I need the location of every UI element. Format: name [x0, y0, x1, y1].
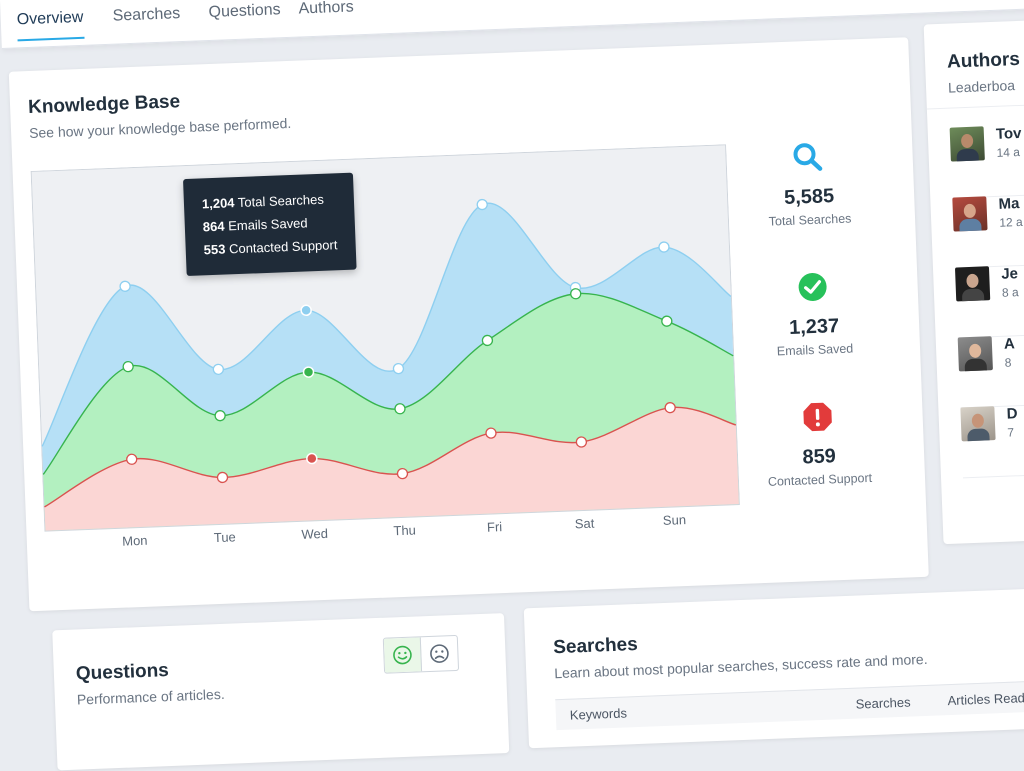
x-tick-label: Tue — [214, 529, 236, 545]
stat-value: 1,237 — [788, 315, 840, 339]
positive-filter-button[interactable] — [383, 637, 423, 673]
knowledge-base-card: Knowledge Base See how your knowledge ba… — [8, 37, 929, 612]
x-tick-label: Thu — [393, 522, 416, 538]
kb-stats: 5,585 Total Searches 1,237 Emails Saved … — [747, 139, 882, 533]
author-name: Ma — [998, 195, 1020, 213]
kb-chart-svg: Mon Tue Wed Thu Fri Sat Sun — [30, 144, 740, 549]
questions-card: Questions Performance of articles. — [52, 613, 510, 771]
author-name: A — [1003, 335, 1016, 353]
data-point[interactable] — [570, 288, 582, 300]
author-meta: 8 a — [1001, 285, 1019, 300]
searches-card: Searches Learn about most popular search… — [523, 586, 1024, 749]
smile-icon — [393, 645, 412, 665]
data-point[interactable] — [119, 280, 131, 292]
line-series-1 — [42, 292, 734, 475]
column-articles-read[interactable]: Articles Read — [947, 690, 1024, 709]
frown-icon — [430, 644, 449, 663]
column-searches[interactable]: Searches — [855, 694, 911, 712]
data-point[interactable] — [664, 402, 676, 414]
avatar — [960, 406, 996, 442]
stat-label: Total Searches — [768, 211, 852, 229]
stat-label: Contacted Support — [767, 470, 873, 489]
avatar — [949, 126, 985, 162]
negative-filter-button[interactable] — [421, 636, 458, 671]
data-point[interactable] — [302, 366, 315, 378]
tab-searches[interactable]: Searches — [112, 5, 181, 25]
data-point[interactable] — [485, 427, 497, 439]
stat-contacted-support: 859 Contacted Support — [757, 399, 880, 490]
searches-table-header: Keywords Searches Articles Read — [555, 679, 1024, 731]
kb-title: Knowledge Base — [27, 91, 181, 118]
kb-chart: Mon Tue Wed Thu Fri Sat Sun — [30, 144, 741, 552]
tab-questions[interactable]: Questions — [208, 1, 281, 21]
area-series-2 — [44, 407, 739, 531]
tooltip-line-support: 553 Contacted Support — [203, 237, 338, 258]
x-tick-label: Fri — [487, 519, 503, 535]
questions-title: Questions — [75, 660, 170, 685]
stat-emails-saved: 1,237 Emails Saved — [752, 269, 875, 360]
tab-overview[interactable]: Overview — [16, 8, 85, 42]
author-name: Tov — [995, 124, 1022, 143]
authors-subtitle: Leaderboa — [947, 77, 1016, 96]
chart-tooltip: 1,204 Total Searches 864 Emails Saved 55… — [183, 172, 357, 277]
data-point[interactable] — [306, 452, 318, 465]
author-meta: 7 — [1007, 425, 1015, 440]
author-row[interactable]: A 8 — [957, 332, 1024, 409]
data-point[interactable] — [392, 362, 405, 375]
x-tick-label: Wed — [301, 526, 328, 542]
data-point[interactable] — [396, 467, 409, 480]
questions-subtitle: Performance of articles. — [76, 685, 225, 708]
x-tick-label: Sat — [574, 516, 594, 532]
data-point[interactable] — [476, 198, 488, 211]
data-point[interactable] — [126, 453, 138, 465]
data-point[interactable] — [658, 241, 670, 253]
author-meta: 8 — [1004, 355, 1012, 370]
x-tick-label: Sun — [663, 512, 687, 528]
kb-subtitle: See how your knowledge base performed. — [28, 114, 292, 141]
author-row[interactable]: Ma 12 a — [952, 192, 1024, 269]
data-point[interactable] — [481, 334, 494, 347]
data-point[interactable] — [216, 471, 229, 484]
data-point[interactable] — [122, 360, 134, 373]
author-row[interactable]: D 7 — [960, 402, 1024, 479]
authors-card: Authors Leaderboa Tov 14 a Ma 12 a — [923, 19, 1024, 545]
stat-value: 859 — [802, 445, 837, 469]
tab-authors[interactable]: Authors — [298, 0, 354, 18]
author-name: D — [1006, 405, 1018, 423]
alert-octagon-icon — [803, 402, 832, 432]
author-meta: 12 a — [999, 214, 1023, 230]
sentiment-toggle — [382, 634, 460, 674]
avatar — [954, 266, 991, 302]
stat-total-searches: 5,585 Total Searches — [747, 139, 870, 230]
data-point[interactable] — [575, 436, 588, 448]
avatar — [952, 196, 988, 232]
search-icon — [793, 143, 823, 171]
data-point[interactable] — [214, 410, 226, 422]
authors-title: Authors — [946, 48, 1021, 73]
avatar — [957, 336, 993, 372]
check-circle-icon — [798, 273, 827, 302]
stat-value: 5,585 — [783, 185, 835, 210]
data-point[interactable] — [300, 304, 312, 317]
author-row[interactable]: Je 8 a — [954, 262, 1024, 339]
data-point[interactable] — [661, 315, 673, 327]
author-name: Je — [1000, 265, 1019, 283]
author-row[interactable]: Tov 14 a — [949, 122, 1024, 199]
stat-label: Emails Saved — [776, 341, 854, 359]
data-point[interactable] — [394, 403, 406, 415]
x-tick-label: Mon — [122, 533, 148, 549]
column-keywords[interactable]: Keywords — [569, 705, 628, 723]
data-point[interactable] — [212, 363, 224, 375]
author-meta: 14 a — [996, 144, 1021, 160]
